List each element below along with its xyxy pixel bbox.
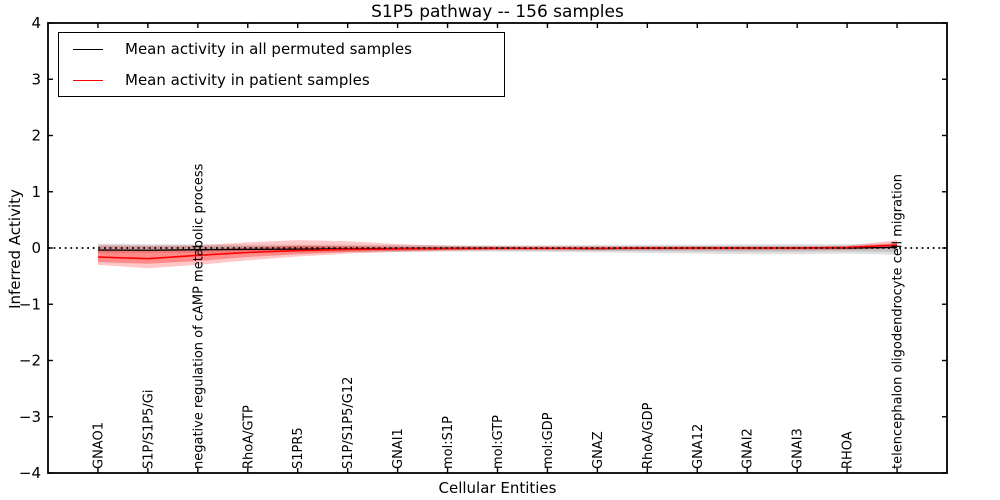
y-tick-label: 4 xyxy=(31,14,41,32)
x-tick-label: GNAZ xyxy=(591,431,606,469)
x-tick-label: S1PR5 xyxy=(291,427,306,469)
x-tick-label: mol:GTP xyxy=(491,415,506,469)
legend-label-permuted: Mean activity in all permuted samples xyxy=(125,40,412,58)
permuted-line-swatch xyxy=(73,48,103,50)
x-tick-label: RhoA/GDP xyxy=(641,402,656,469)
x-tick-label: GNAO1 xyxy=(91,422,106,469)
x-tick-label: negative regulation of cAMP metabolic pr… xyxy=(191,163,206,469)
legend-item-patient: Mean activity in patient samples xyxy=(59,65,504,95)
y-tick-label: 2 xyxy=(31,127,41,145)
y-tick-label: −1 xyxy=(19,295,41,313)
x-tick-label: GNAI1 xyxy=(391,428,406,469)
x-tick-label: RhoA/GTP xyxy=(241,405,256,469)
x-tick-label: GNA12 xyxy=(691,424,706,469)
chart-title: S1P5 pathway -- 156 samples xyxy=(371,2,624,22)
x-tick-label: GNAI2 xyxy=(741,428,756,469)
x-axis-label: Cellular Entities xyxy=(438,479,557,497)
y-tick-label: −3 xyxy=(19,408,41,426)
x-tick-label: mol:GDP xyxy=(541,412,556,469)
x-tick-label: GNAI3 xyxy=(791,428,806,469)
y-tick-label: −4 xyxy=(19,464,41,482)
y-tick-label: 0 xyxy=(31,239,41,257)
y-tick-label: −2 xyxy=(19,352,41,370)
x-tick-label: RHOA xyxy=(841,431,856,469)
permuted-band-outer xyxy=(97,243,898,255)
legend-box: Mean activity in all permuted samples Me… xyxy=(58,32,505,97)
y-tick-label: 1 xyxy=(31,183,41,201)
patient-line-swatch xyxy=(73,79,103,81)
y-tick-label: 3 xyxy=(31,70,41,88)
x-tick-label: S1P/S1P5/G12 xyxy=(341,377,356,469)
patient-band-outer xyxy=(97,240,898,269)
x-tick-label: mol:S1P xyxy=(441,416,456,469)
legend-item-permuted: Mean activity in all permuted samples xyxy=(59,34,504,64)
legend-label-patient: Mean activity in patient samples xyxy=(125,71,370,89)
x-tick-label: telencephalon oligodendrocyte cell migra… xyxy=(891,174,906,469)
x-tick-label: S1P/S1P5/Gi xyxy=(141,390,156,469)
